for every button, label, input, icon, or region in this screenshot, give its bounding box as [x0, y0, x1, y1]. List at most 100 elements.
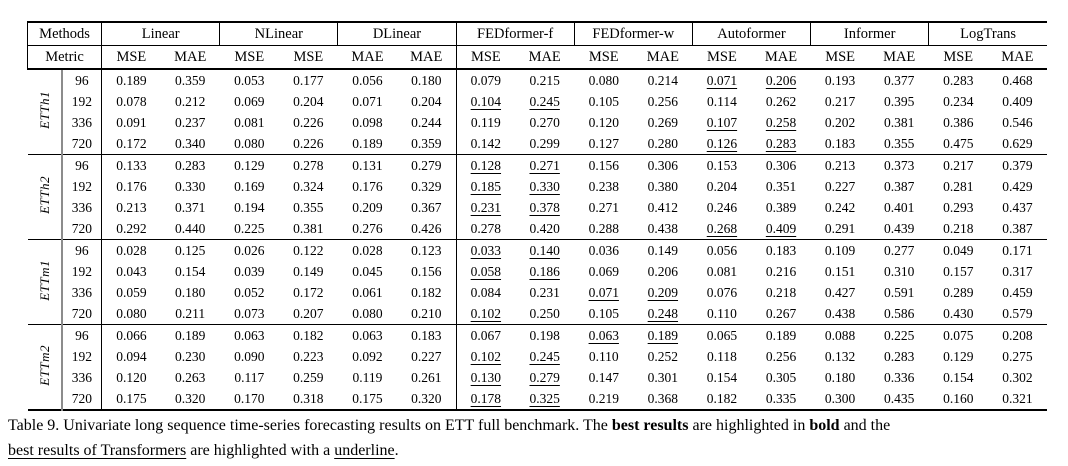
metric-header: MAE: [337, 45, 397, 70]
metric-header: MSE: [455, 45, 516, 70]
value-cell: 0.215: [529, 72, 560, 88]
value-cell: 0.320: [160, 388, 220, 411]
value-cell: 0.149: [293, 263, 324, 279]
value-cell: 0.268: [692, 218, 752, 240]
value-cell: 0.252: [647, 348, 679, 364]
value-cell: 0.059: [116, 284, 147, 300]
value-cell: 0.172: [293, 284, 324, 300]
value-cell: 0.591: [883, 284, 915, 300]
value-cell: 0.310: [883, 263, 915, 279]
value-cell: 0.110: [588, 348, 619, 364]
value-cell: 0.245: [529, 348, 560, 364]
value-cell: 0.225: [219, 218, 279, 240]
value-cell: 0.231: [455, 197, 516, 218]
value-cell: 0.075: [943, 327, 974, 343]
value-cell: 0.151: [824, 263, 856, 279]
metric-header: MAE: [515, 45, 575, 70]
table-caption: Table 9. Univariate long sequence time-s…: [8, 414, 1064, 464]
horizon-cell: 192: [61, 176, 103, 197]
value-cell: 0.128: [455, 154, 516, 176]
method-group-header: NLinear: [219, 22, 338, 46]
value-cell: 0.279: [529, 369, 560, 385]
value-cell: 0.183: [765, 242, 797, 258]
value-cell: 0.183: [411, 327, 442, 343]
value-cell: 0.300: [810, 388, 870, 411]
value-cell: 0.063: [234, 327, 265, 343]
caption-text: .: [394, 441, 399, 459]
value-cell: 0.409: [751, 218, 811, 240]
value-cell: 0.306: [647, 157, 679, 173]
value-cell: 0.056: [706, 242, 738, 258]
value-cell: 0.204: [706, 178, 738, 194]
table-row: 192 0.176 0.330 0.169 0.324 0.176 0.329 0.185 0.…: [28, 176, 1048, 197]
metric-header: MSE: [219, 45, 279, 70]
value-cell: 0.067: [455, 324, 516, 346]
value-cell: 0.409: [1002, 93, 1033, 109]
value-cell: 0.189: [647, 327, 679, 343]
value-cell: 0.142: [455, 133, 516, 155]
value-cell: 0.053: [234, 72, 265, 88]
value-cell: 0.381: [883, 114, 915, 130]
value-cell: 0.325: [515, 388, 575, 411]
value-cell: 0.246: [706, 199, 738, 215]
value-cell: 0.379: [1002, 157, 1033, 173]
value-cell: 0.129: [943, 348, 974, 364]
method-group-header: DLinear: [337, 22, 457, 46]
value-cell: 0.283: [943, 72, 974, 88]
horizon-cell: 96: [61, 154, 103, 176]
value-cell: 0.475: [928, 133, 988, 155]
value-cell: 0.267: [751, 303, 811, 325]
value-cell: 0.028: [116, 242, 147, 258]
value-cell: 0.242: [824, 199, 856, 215]
metric-header: MSE: [692, 45, 752, 70]
value-cell: 0.248: [633, 303, 693, 325]
value-cell: 0.271: [529, 157, 560, 173]
value-cell: 0.081: [234, 114, 265, 130]
horizon-cell: 336: [61, 197, 103, 218]
value-cell: 0.207: [278, 303, 338, 325]
table-row: 192 0.078 0.212 0.069 0.204 0.071 0.204 0.104 0.…: [28, 91, 1048, 112]
value-cell: 0.217: [943, 157, 974, 173]
metric-header: MSE: [278, 45, 338, 70]
horizon-cell: 192: [61, 91, 103, 112]
value-cell: 0.230: [175, 348, 206, 364]
table-row: 192 0.043 0.154 0.039 0.149 0.045 0.156 0.058 0.…: [28, 261, 1048, 282]
value-cell: 0.206: [765, 72, 797, 88]
value-cell: 0.198: [529, 327, 560, 343]
metric-header: MAE: [160, 45, 220, 70]
value-cell: 0.182: [411, 284, 442, 300]
value-cell: 0.386: [943, 114, 974, 130]
value-cell: 0.216: [765, 263, 797, 279]
value-cell: 0.172: [101, 133, 161, 155]
value-cell: 0.193: [824, 72, 856, 88]
table-row: 336 0.059 0.180 0.052 0.172 0.061 0.182 0.084 0.…: [28, 282, 1048, 303]
value-cell: 0.225: [883, 327, 915, 343]
horizon-cell: 336: [61, 112, 103, 133]
value-cell: 0.395: [883, 93, 915, 109]
value-cell: 0.156: [588, 157, 619, 173]
value-cell: 0.378: [529, 199, 560, 215]
value-cell: 0.301: [647, 369, 679, 385]
value-cell: 0.105: [574, 303, 634, 325]
value-cell: 0.218: [928, 218, 988, 240]
value-cell: 0.238: [588, 178, 619, 194]
value-cell: 0.171: [1002, 242, 1033, 258]
value-cell: 0.036: [588, 242, 619, 258]
value-cell: 0.381: [278, 218, 338, 240]
value-cell: 0.439: [869, 218, 929, 240]
method-group-header: FEDformer-w: [573, 22, 693, 46]
value-cell: 0.275: [1002, 348, 1033, 364]
value-cell: 0.186: [529, 263, 560, 279]
value-cell: 0.154: [706, 369, 738, 385]
table-row: 336 0.120 0.263 0.117 0.259 0.119 0.261 0.130 0.…: [28, 367, 1048, 388]
value-cell: 0.468: [1002, 72, 1033, 88]
table-row: 192 0.094 0.230 0.090 0.223 0.092 0.227 0.102 0.…: [28, 346, 1048, 367]
value-cell: 0.324: [293, 178, 324, 194]
value-cell: 0.071: [588, 284, 619, 300]
metric-header: MAE: [987, 45, 1047, 70]
value-cell: 0.420: [515, 218, 575, 240]
method-group-header: LogTrans: [928, 22, 1047, 46]
value-cell: 0.045: [352, 263, 383, 279]
value-cell: 0.212: [175, 93, 206, 109]
value-cell: 0.320: [396, 388, 457, 411]
